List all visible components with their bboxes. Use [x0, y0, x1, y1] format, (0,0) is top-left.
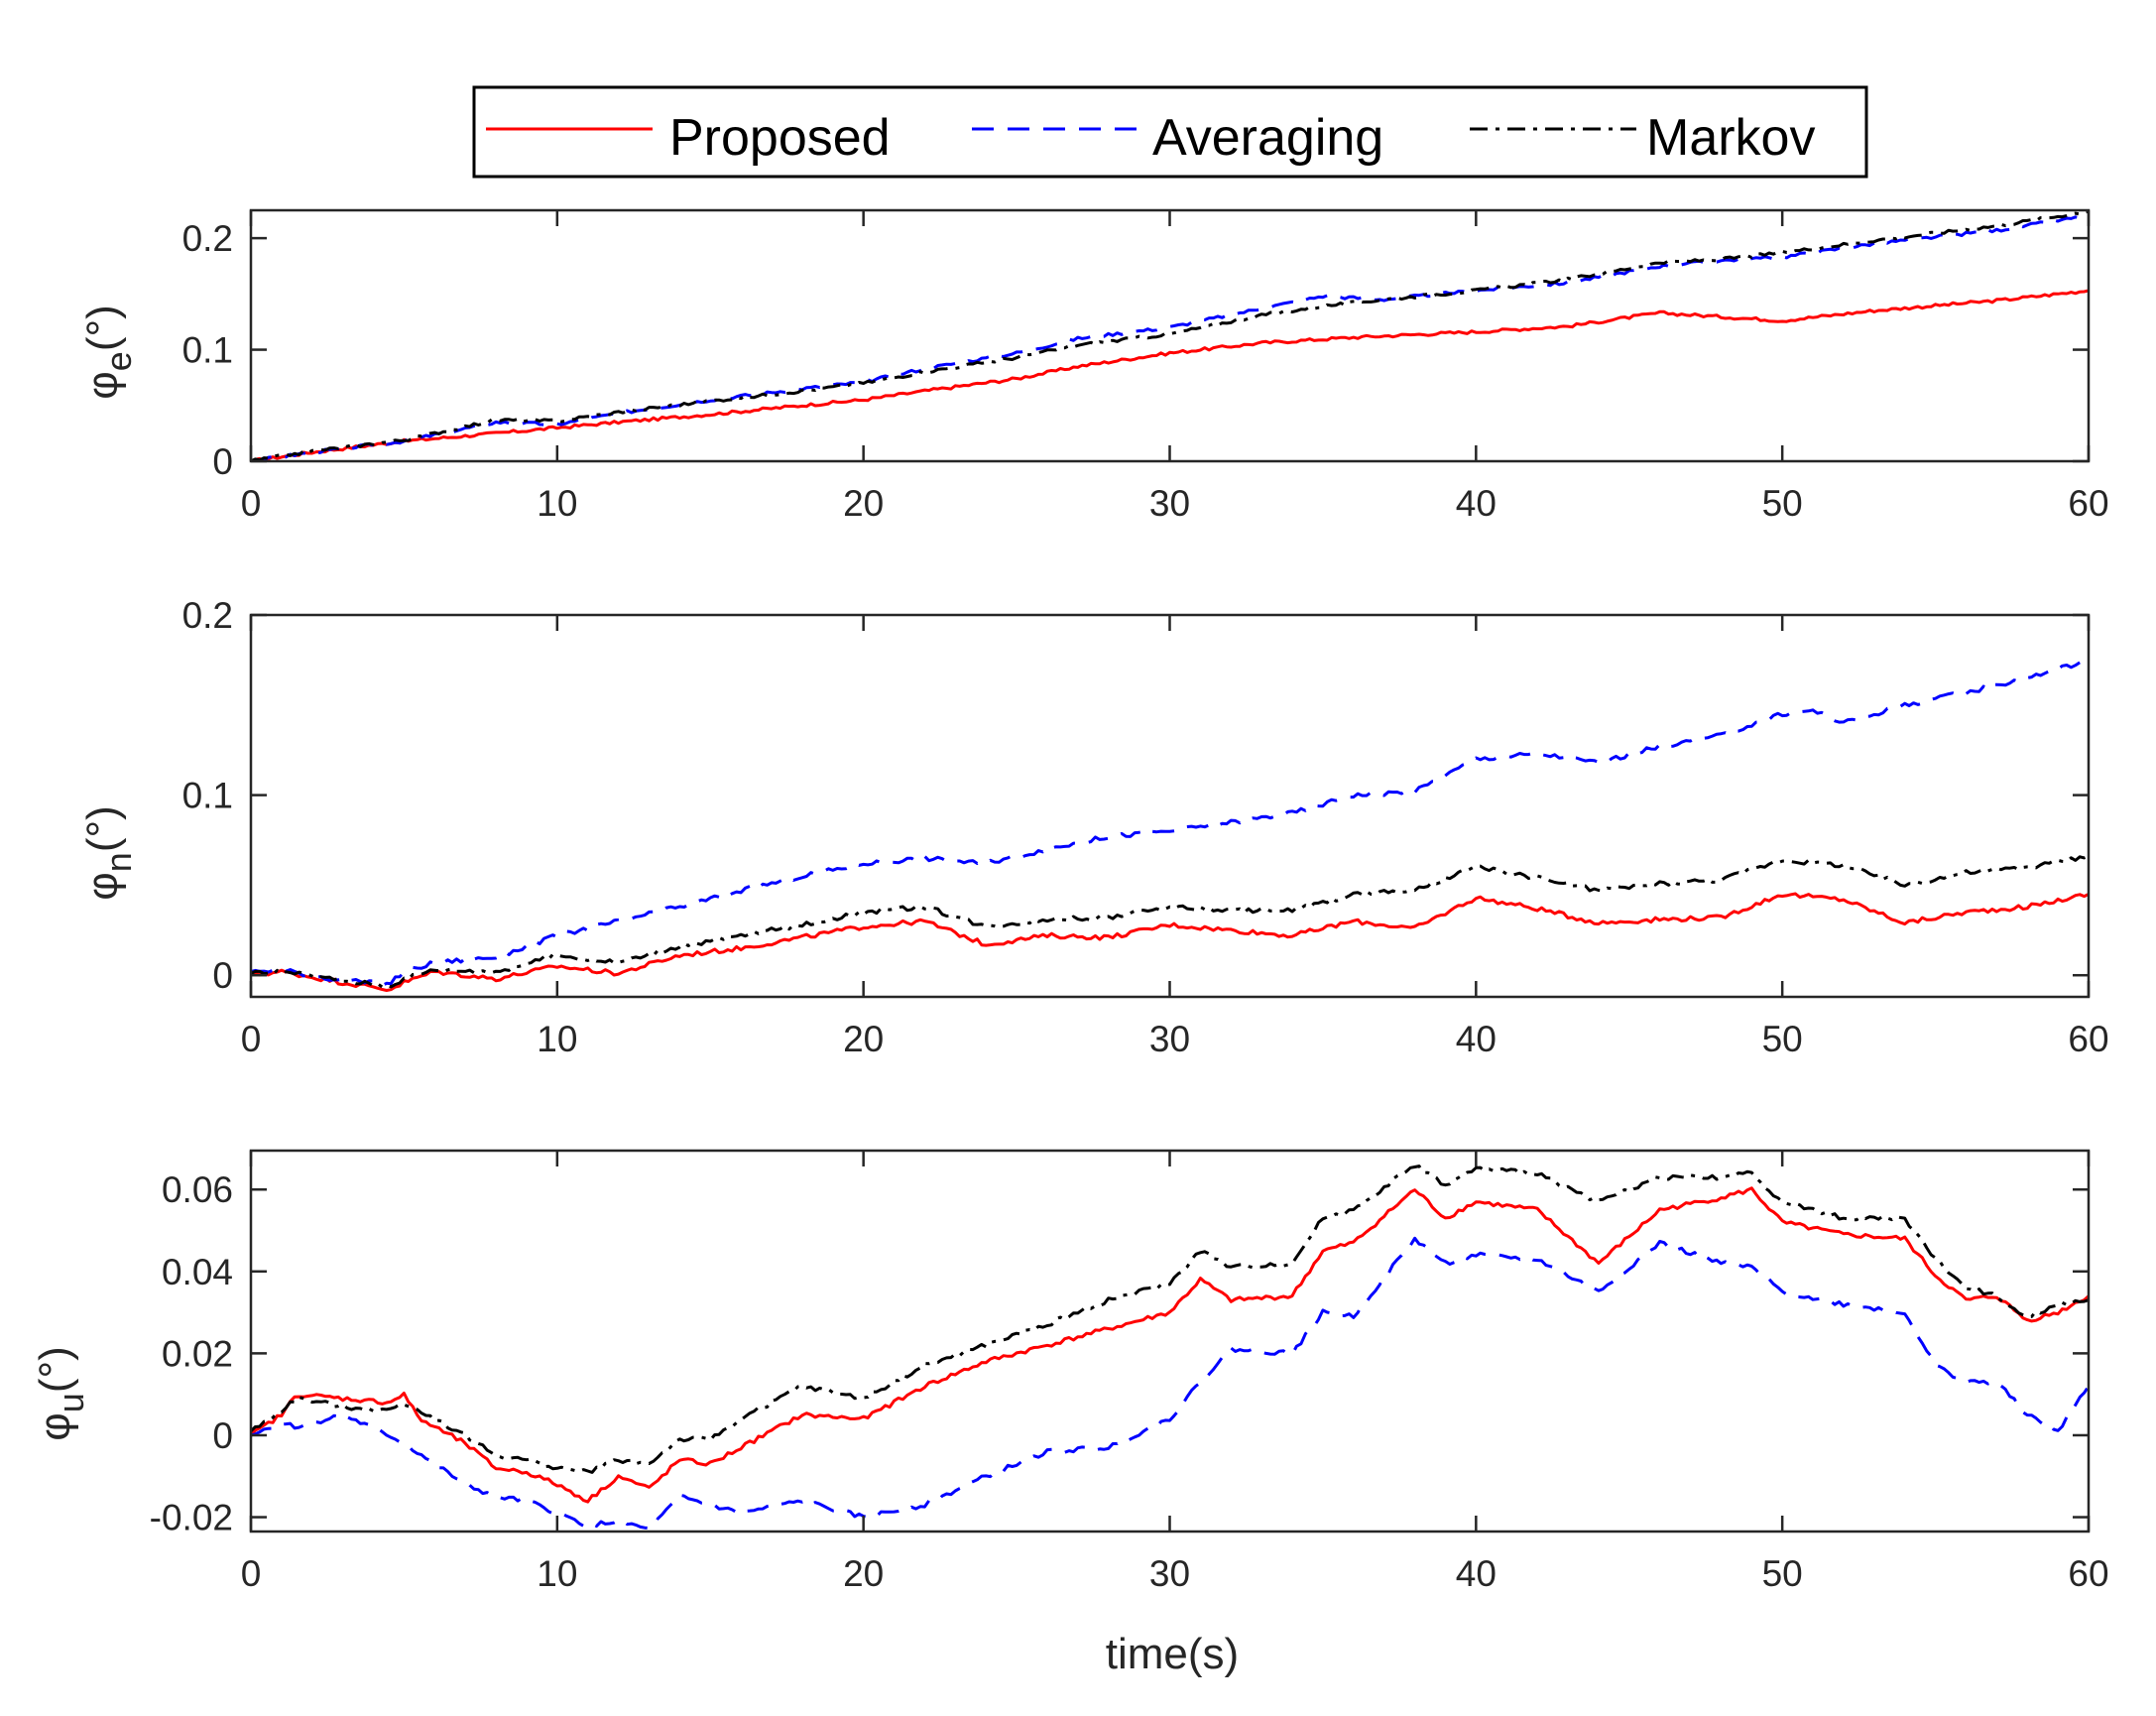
subplot-0-ytick-label-1: 0.1 [182, 330, 233, 371]
subplot-2-line-averaging [251, 1236, 2089, 1530]
subplot-1-line-markov [251, 854, 2089, 989]
subplot-2-ytick-label-2: 0.02 [162, 1333, 233, 1374]
subplot-1-line-averaging [251, 658, 2089, 988]
subplot-2-xtick-label-6: 60 [2068, 1553, 2108, 1594]
subplot-0-ytick-label-2: 0.2 [182, 218, 233, 259]
subplot-0-xtick-label-2: 20 [843, 483, 884, 524]
subplot-1-xtick-label-5: 50 [1762, 1019, 1803, 1059]
x-axis-label: time(s) [1106, 1630, 1239, 1678]
subplot-phi-e-ylabel: φe(°) [78, 305, 139, 399]
subplot-0-xtick-label-5: 50 [1762, 483, 1803, 524]
subplot-0-xtick-label-6: 60 [2068, 483, 2108, 524]
legend-label-averaging: Averaging [1152, 109, 1383, 167]
subplot-2-xtick-label-2: 20 [843, 1553, 884, 1594]
subplot-phi-e-series [251, 210, 2089, 461]
subplot-2-ytick-label-0: -0.02 [150, 1498, 233, 1538]
subplot-1-xtick-label-1: 10 [537, 1019, 577, 1059]
subplot-1-line-proposed [251, 892, 2089, 992]
subplot-1-xtick-label-0: 0 [241, 1019, 262, 1059]
subplot-1-xtick-label-4: 40 [1456, 1019, 1497, 1059]
legend-label-markov: Markov [1646, 109, 1815, 167]
subplot-phi-n-ylabel: φn(°) [78, 805, 139, 900]
subplot-0-axes-box [249, 208, 2091, 463]
subplot-1-ytick-label-2: 0.2 [182, 595, 233, 636]
subplot-0-ytick-label-0: 0 [212, 441, 233, 482]
subplot-2-ytick-label-4: 0.06 [162, 1169, 233, 1210]
subplot-0-xtick-label-4: 40 [1456, 483, 1497, 524]
subplot-2-ytick-label-1: 0 [212, 1415, 233, 1456]
subplot-phi-u-ylabel: φu(°) [31, 1346, 91, 1440]
subplot-0-xtick-label-1: 10 [537, 483, 577, 524]
subplot-1-xtick-label-2: 20 [843, 1019, 884, 1059]
subplot-2-xtick-label-5: 50 [1762, 1553, 1803, 1594]
subplot-1-axes-box [249, 613, 2091, 999]
subplot-phi-u-series [251, 1164, 2089, 1530]
subplot-phi-e: 0 10 20 30 40 50 60 0 0.1 0.2 φe(°) [78, 208, 2109, 524]
subplot-2-line-markov [251, 1164, 2089, 1474]
subplot-phi-e-ticks: 0 10 20 30 40 50 60 0 0.1 0.2 [182, 210, 2109, 524]
subplot-2-line-proposed [251, 1186, 2089, 1504]
subplot-2-axes-box [249, 1149, 2091, 1533]
legend: Proposed Averaging Markov [472, 85, 1868, 179]
subplot-0-line-proposed [251, 289, 2089, 461]
subplot-2-xtick-label-4: 40 [1456, 1553, 1497, 1594]
subplot-1-ytick-label-0: 0 [212, 955, 233, 996]
subplot-phi-n-series [251, 658, 2089, 992]
subplot-2-ytick-label-3: 0.04 [162, 1252, 233, 1292]
subplot-1-ytick-label-1: 0.1 [182, 776, 233, 816]
subplot-0-xtick-label-3: 30 [1149, 483, 1190, 524]
subplot-phi-n: 0 10 20 30 40 50 60 0 0.1 0.2 φn(°) [78, 595, 2109, 1059]
legend-box [472, 85, 1868, 179]
subplot-1-xtick-label-3: 30 [1149, 1019, 1190, 1059]
subplot-2-xtick-label-0: 0 [241, 1553, 262, 1594]
subplot-2-xtick-label-1: 10 [537, 1553, 577, 1594]
subplot-0-xtick-label-0: 0 [241, 483, 262, 524]
legend-label-proposed: Proposed [669, 109, 891, 167]
subplot-2-xtick-label-3: 30 [1149, 1553, 1190, 1594]
subplot-phi-n-ticks: 0 10 20 30 40 50 60 0 0.1 0.2 [182, 595, 2109, 1059]
subplot-1-xtick-label-6: 60 [2068, 1019, 2108, 1059]
